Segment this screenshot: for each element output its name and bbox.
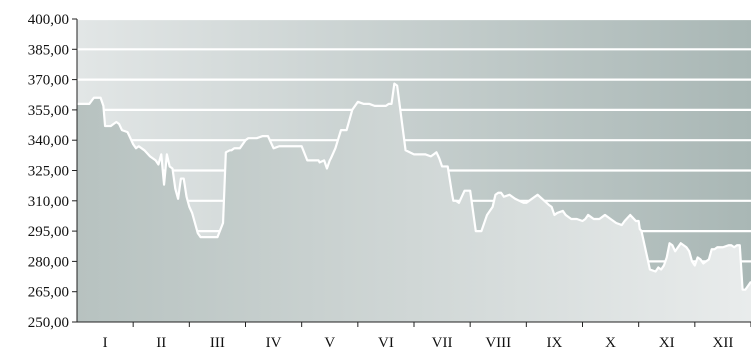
- y-tick-label: 355,00: [28, 103, 69, 119]
- y-tick-label: 370,00: [28, 73, 69, 89]
- x-tick-label: VII: [432, 335, 453, 351]
- y-tick-label: 325,00: [28, 164, 69, 180]
- y-tick-label: 280,00: [28, 254, 69, 270]
- y-tick-label: 295,00: [28, 224, 69, 240]
- y-tick-label: 400,00: [28, 12, 69, 28]
- x-tick-label: XII: [713, 335, 734, 351]
- x-tick-label: III: [210, 335, 225, 351]
- x-tick-label: IX: [547, 335, 563, 351]
- x-tick-label: VIII: [485, 335, 511, 351]
- y-tick-label: 385,00: [28, 42, 69, 58]
- x-axis-ticks: I II III IV V VI VII VIII IX X XI XII: [103, 322, 751, 351]
- x-tick-label: II: [156, 335, 166, 351]
- x-tick-label: VI: [378, 335, 394, 351]
- x-tick-label: XI: [659, 335, 675, 351]
- x-tick-label: X: [605, 335, 616, 351]
- y-tick-label: 265,00: [28, 285, 69, 301]
- y-tick-label: 340,00: [28, 133, 69, 149]
- y-tick-label: 310,00: [28, 194, 69, 210]
- x-tick-label: IV: [266, 335, 282, 351]
- y-tick-label: 250,00: [28, 315, 69, 331]
- y-axis-ticks: 250,00 265,00 280,00 295,00 310,00 325,00 340,…: [28, 12, 77, 331]
- series-line: [77, 82, 751, 291]
- x-tick-label: I: [103, 335, 108, 351]
- series-area: [77, 83, 751, 322]
- x-tick-label: V: [324, 335, 335, 351]
